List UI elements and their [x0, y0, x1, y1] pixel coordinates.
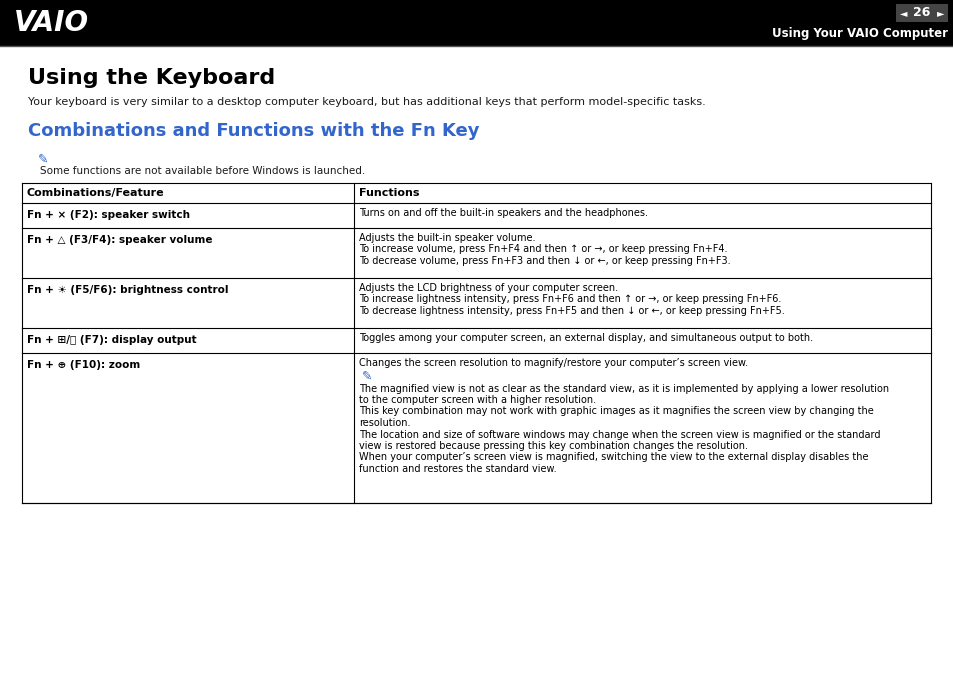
- Text: Toggles among your computer screen, an external display, and simultaneous output: Toggles among your computer screen, an e…: [358, 333, 812, 343]
- Text: To decrease volume, press Fn+F3 and then ↓ or ←, or keep pressing Fn+F3.: To decrease volume, press Fn+F3 and then…: [358, 256, 730, 266]
- Text: ►: ►: [936, 8, 943, 18]
- Text: The location and size of software windows may change when the screen view is mag: The location and size of software window…: [358, 429, 880, 439]
- Text: This key combination may not work with graphic images as it magnifies the screen: This key combination may not work with g…: [358, 406, 873, 417]
- Text: Adjusts the built-in speaker volume.: Adjusts the built-in speaker volume.: [358, 233, 535, 243]
- Text: To decrease lightness intensity, press Fn+F5 and then ↓ or ←, or keep pressing F: To decrease lightness intensity, press F…: [358, 306, 783, 316]
- Text: Using the Keyboard: Using the Keyboard: [28, 68, 275, 88]
- Text: Fn + ⊕ (F10): zoom: Fn + ⊕ (F10): zoom: [27, 360, 140, 370]
- Text: Turns on and off the built-in speakers and the headphones.: Turns on and off the built-in speakers a…: [358, 208, 647, 218]
- Text: To increase volume, press Fn+F4 and then ↑ or →, or keep pressing Fn+F4.: To increase volume, press Fn+F4 and then…: [358, 245, 726, 255]
- Text: resolution.: resolution.: [358, 418, 410, 428]
- Text: Using Your VAIO Computer: Using Your VAIO Computer: [771, 27, 947, 40]
- Text: Adjusts the LCD brightness of your computer screen.: Adjusts the LCD brightness of your compu…: [358, 283, 618, 293]
- Text: Fn + ⊞/⭕ (F7): display output: Fn + ⊞/⭕ (F7): display output: [27, 335, 196, 345]
- Text: view is restored because pressing this key combination changes the resolution.: view is restored because pressing this k…: [358, 441, 747, 451]
- Text: Combinations and Functions with the Fn Key: Combinations and Functions with the Fn K…: [28, 122, 479, 140]
- Text: The magnified view is not as clear as the standard view, as it is implemented by: The magnified view is not as clear as th…: [358, 384, 888, 394]
- Text: Combinations/Feature: Combinations/Feature: [27, 188, 165, 198]
- Text: ✎: ✎: [361, 369, 372, 383]
- Text: Your keyboard is very similar to a desktop computer keyboard, but has additional: Your keyboard is very similar to a deskt…: [28, 97, 705, 107]
- Text: When your computer’s screen view is magnified, switching the view to the externa: When your computer’s screen view is magn…: [358, 452, 867, 462]
- Text: Fn + ☀ (F5/F6): brightness control: Fn + ☀ (F5/F6): brightness control: [27, 285, 229, 295]
- Text: Some functions are not available before Windows is launched.: Some functions are not available before …: [40, 166, 365, 176]
- Text: ◄: ◄: [899, 8, 906, 18]
- Text: Fn + × (F2): speaker switch: Fn + × (F2): speaker switch: [27, 210, 190, 220]
- Text: function and restores the standard view.: function and restores the standard view.: [358, 464, 556, 474]
- Text: Functions: Functions: [358, 188, 419, 198]
- Text: Fn + △ (F3/F4): speaker volume: Fn + △ (F3/F4): speaker volume: [27, 235, 213, 245]
- Text: 26: 26: [912, 7, 930, 20]
- Text: Changes the screen resolution to magnify/restore your computer’s screen view.: Changes the screen resolution to magnify…: [358, 358, 747, 368]
- Text: to the computer screen with a higher resolution.: to the computer screen with a higher res…: [358, 395, 596, 405]
- Text: VAIO: VAIO: [14, 9, 89, 37]
- Bar: [0, 0, 953, 46]
- Text: ✎: ✎: [38, 153, 49, 166]
- Bar: [895, 4, 947, 22]
- Text: To increase lightness intensity, press Fn+F6 and then ↑ or →, or keep pressing F: To increase lightness intensity, press F…: [358, 295, 781, 305]
